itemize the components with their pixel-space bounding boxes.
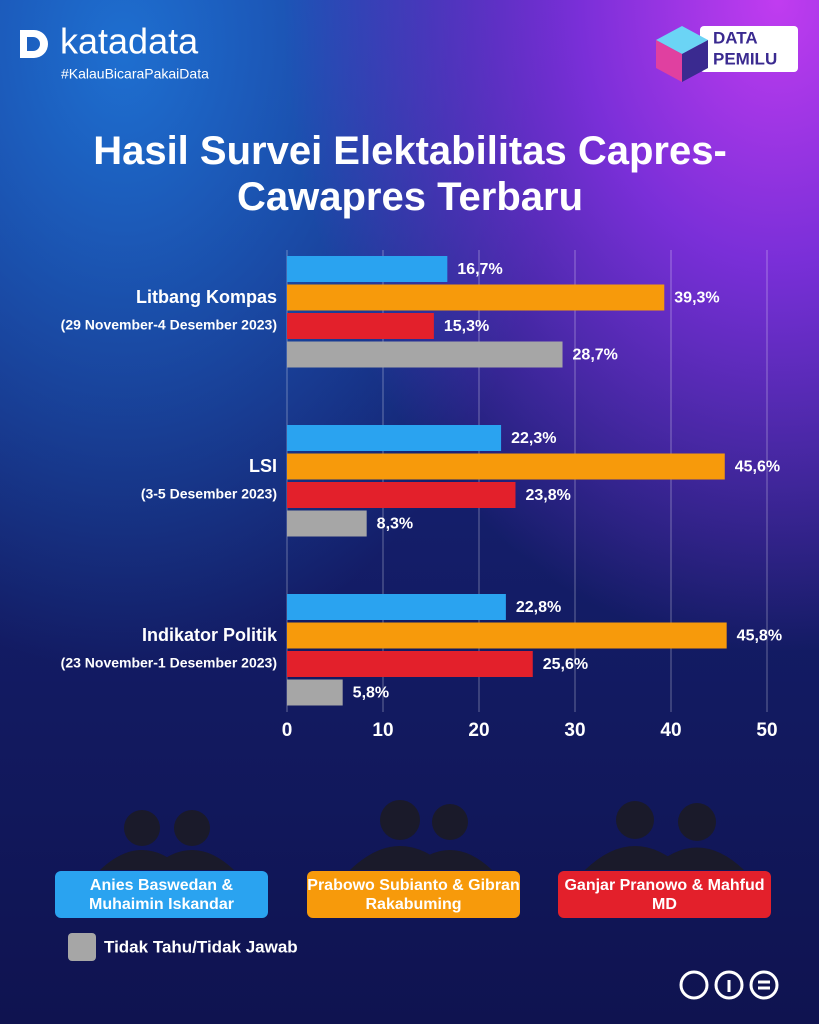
badge-bg: [700, 26, 798, 72]
category-label: Litbang Kompas: [136, 287, 277, 307]
legend-label: Tidak Tahu/Tidak Jawab: [104, 937, 298, 956]
bar: [287, 651, 533, 677]
chart-title: Hasil Survei Elektabilitas Capres-Cawapr…: [93, 129, 727, 219]
bar: [287, 679, 343, 706]
x-tick-label: 30: [564, 720, 585, 741]
bar: [287, 453, 725, 480]
legend-entry: Anies Baswedan & Muhaimin Iskandar: [55, 871, 268, 918]
value-label: 5,8%: [353, 685, 389, 702]
value-label: 23,8%: [525, 487, 570, 504]
brand-tagline: #KalauBicaraPakaiData: [61, 66, 209, 82]
badge-text: DATA: [713, 28, 758, 47]
legend-entry: Prabowo Subianto & Gibran Rakabuming: [307, 871, 520, 918]
bar: [287, 510, 367, 537]
value-label: 15,3%: [444, 318, 489, 335]
bar: [287, 313, 434, 339]
x-tick-label: 40: [660, 720, 681, 741]
x-tick-label: 50: [756, 720, 777, 741]
bar: [287, 622, 727, 649]
legend-entry: Ganjar Pranowo & Mahfud MD: [558, 871, 771, 918]
value-label: 25,6%: [543, 656, 588, 673]
value-label: 22,8%: [516, 599, 561, 616]
badge-text: PEMILU: [713, 49, 777, 68]
candidate-photos: [100, 800, 744, 870]
brand-name: katadata: [60, 21, 199, 62]
value-label: 28,7%: [573, 347, 618, 364]
bar: [287, 425, 502, 451]
legend-swatch: [68, 933, 96, 961]
value-label: 39,3%: [674, 290, 719, 307]
x-tick-label: 20: [468, 720, 489, 741]
category-label: LSI: [249, 456, 277, 476]
bar: [287, 341, 563, 368]
license-icons: [679, 970, 779, 1000]
x-tick-label: 0: [282, 720, 293, 741]
ballot-box-side: [656, 40, 682, 82]
x-tick-label: 10: [372, 720, 393, 741]
value-label: 22,3%: [511, 430, 556, 447]
bar: [287, 482, 516, 508]
value-label: 45,6%: [735, 459, 780, 476]
logo-mark: [20, 30, 48, 58]
bar: [287, 594, 506, 620]
value-label: 45,8%: [737, 628, 782, 645]
category-note: (29 November-4 Desember 2023): [61, 317, 277, 333]
category-label: Indikator Politik: [142, 625, 278, 645]
value-label: 8,3%: [377, 516, 413, 533]
bar: [287, 256, 448, 282]
value-label: 16,7%: [457, 261, 502, 278]
category-note: (3-5 Desember 2023): [141, 486, 277, 502]
ballot-box-front: [682, 40, 708, 82]
category-note: (23 November-1 Desember 2023): [61, 655, 277, 671]
bar: [287, 284, 665, 311]
